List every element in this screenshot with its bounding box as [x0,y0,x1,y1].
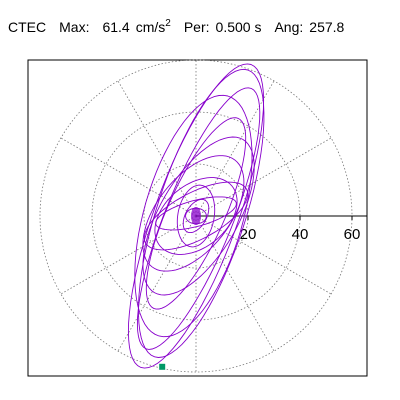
chart-header: CTEC Max: 61.4 cm/s2 Per: 0.500 s Ang: 257.8 [8,18,344,40]
max-unit: cm/s2 [136,18,171,35]
angle-label: Ang: [274,19,304,35]
radial-tick-label-2: 40 [292,226,309,243]
orbit-loop-12 [182,198,210,234]
orbit-loop-9 [154,177,238,255]
orbit-loop-8 [143,181,249,251]
orbit-loop-10 [155,196,237,231]
max-point-marker [159,363,166,370]
orbit-loop-6 [142,136,255,296]
max-label: Max: [59,19,90,35]
grid-spoke-300 [195,215,275,352]
orbit-trace [127,63,265,369]
max-value: 61.4 [102,19,130,35]
grid-spoke-210 [60,215,197,295]
grid-spoke-60 [195,80,275,217]
axes: 20 40 60 [196,215,367,243]
grid-spoke-240 [117,215,197,352]
radial-tick-label-1: 20 [240,226,257,243]
grid-spoke-30 [195,137,332,217]
orbit-loop-11 [176,184,216,248]
grid-spoke-120 [117,80,197,217]
orbit-loop-1 [127,63,265,369]
orbit-loop-13 [185,207,207,225]
grid-spoke-150 [60,137,197,217]
orbit-loop-5 [145,117,247,310]
orbit-loop-2 [138,68,265,358]
max-point-layer [159,363,166,370]
orbit-loop-4 [134,94,253,338]
orbit-core [191,207,201,225]
max-unit-exponent: 2 [165,18,171,29]
orbit-loop-7 [142,155,245,272]
period-value: 0.500 s [215,19,262,35]
max-unit-base: cm/s [135,19,166,35]
grid-spoke-330 [195,215,332,295]
angle-value: 257.8 [309,19,345,35]
radial-tick-label-3: 60 [344,226,361,243]
station-label: CTEC [8,19,47,35]
period-label: Per: [183,19,210,35]
